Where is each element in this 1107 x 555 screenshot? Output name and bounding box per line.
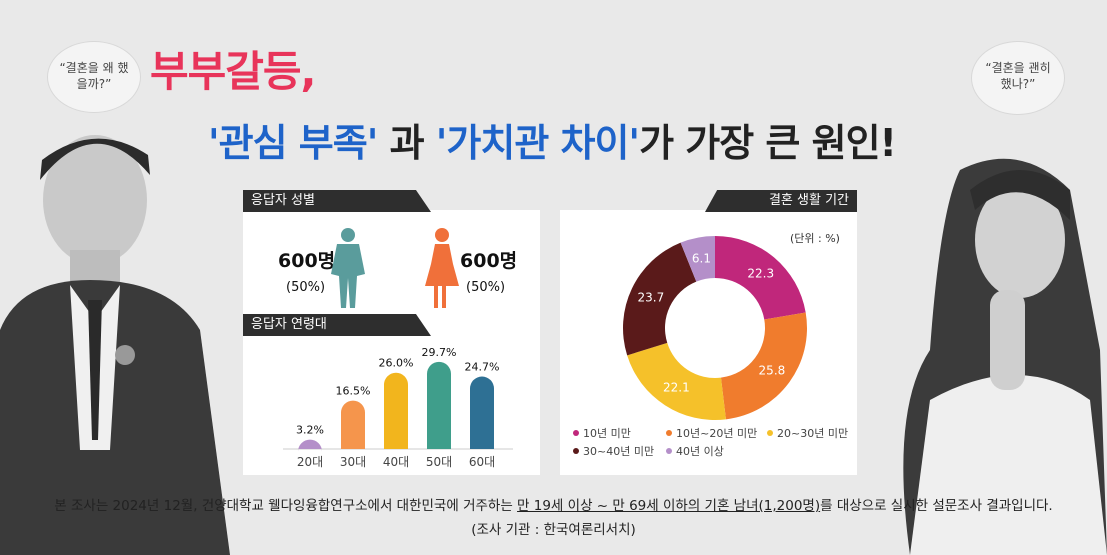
- duration-header-label: 결혼 생활 기간: [768, 193, 849, 208]
- donut-slice-label: 22.3: [747, 267, 774, 281]
- female-count: 600명: [460, 250, 518, 272]
- donut-slice: [680, 236, 715, 282]
- female-percent: (50%): [466, 280, 506, 295]
- woman-illustration: [903, 158, 1107, 555]
- legend-swatch: [767, 430, 773, 436]
- age-category-label: 40대: [383, 455, 409, 469]
- duration-unit: (단위 : %): [790, 232, 840, 245]
- duration-donut-chart: 22.3 25.8 22.1 23.7 6.1 10년 미만 10년~20년 미만 20~30…: [573, 236, 848, 458]
- legend-swatch: [573, 448, 579, 454]
- gender-header-label: 응답자 성별: [251, 193, 315, 208]
- headline-keyword-2: '가치관 차이': [435, 121, 640, 165]
- age-bar: [470, 376, 494, 449]
- female-figure-icon: [425, 228, 459, 308]
- donut-slice-label: 22.1: [663, 381, 690, 395]
- male-percent: (50%): [286, 280, 326, 295]
- duration-header: 결혼 생활 기간: [705, 190, 857, 212]
- age-bar: [384, 372, 408, 449]
- legend-label: 30~40년 미만: [583, 445, 654, 458]
- age-header: 응답자 연령대: [243, 314, 431, 336]
- age-bar-chart: 3.2% 20대 16.5% 30대 26.0% 40대 29.7% 50대 24.7% 60대: [283, 346, 513, 469]
- age-bar: [427, 361, 451, 449]
- man-illustration: [0, 135, 230, 555]
- age-header-label: 응답자 연령대: [251, 317, 327, 332]
- left-speech-bubble: “결혼을 왜 했을까?”: [48, 42, 140, 112]
- legend-label: 40년 이상: [676, 445, 724, 458]
- age-category-label: 50대: [426, 455, 452, 469]
- legend-label: 10년 미만: [583, 427, 631, 440]
- age-bar-value-label: 29.7%: [422, 346, 457, 359]
- footer-underline: 만 19세 이상 ~ 만 69세 이하의 기혼 남녀(1,200명): [517, 498, 821, 514]
- legend-label: 10년~20년 미만: [676, 427, 757, 440]
- male-count: 600명: [278, 250, 336, 272]
- footer-pre: 본 조사는 2024년 12월, 건양대학교 웰다잉융합연구소에서 대한민국에 …: [54, 498, 518, 514]
- footer-source: (조사 기관 : 한국여론리서치): [471, 522, 636, 538]
- right-speech-bubble: “결혼을 괜히 했나?”: [972, 42, 1064, 114]
- age-bar: [298, 439, 322, 452]
- donut-slice-label: 25.8: [759, 363, 786, 377]
- donut-slice: [715, 236, 806, 320]
- headline-line2: '관심 부족' 과 '가치관 차이'가 가장 큰 원인!: [208, 112, 897, 167]
- age-bar: [341, 400, 365, 449]
- donut-slice-label: 23.7: [637, 291, 664, 305]
- male-figure-icon: [331, 228, 365, 308]
- age-category-label: 60대: [469, 455, 495, 469]
- donut-slice-label: 6.1: [692, 251, 711, 265]
- gender-header: 응답자 성별: [243, 190, 431, 212]
- headline-line1: 부부갈등,: [150, 47, 317, 96]
- donut-slice: [627, 342, 726, 420]
- right-bubble-text: “결혼을 괜히 했나?”: [985, 61, 1051, 91]
- legend-swatch: [573, 430, 579, 436]
- age-bar-value-label: 26.0%: [379, 357, 414, 370]
- headline-connector: 과: [377, 121, 436, 165]
- legend-label: 20~30년 미만: [777, 427, 848, 440]
- donut-slice: [623, 242, 697, 356]
- age-bar-value-label: 3.2%: [296, 424, 324, 437]
- headline-keyword-1: '관심 부족': [208, 121, 378, 165]
- left-bubble-text: “결혼을 왜 했을까?”: [59, 61, 129, 91]
- age-bar-value-label: 24.7%: [465, 361, 500, 374]
- footer-note: 본 조사는 2024년 12월, 건양대학교 웰다잉융합연구소에서 대한민국에 …: [0, 494, 1107, 514]
- age-category-label: 20대: [297, 455, 323, 469]
- footer-post: 를 대상으로 실시한 설문조사 결과입니다.: [820, 498, 1053, 514]
- age-category-label: 30대: [340, 455, 366, 469]
- legend-swatch: [666, 430, 672, 436]
- age-bar-value-label: 16.5%: [336, 385, 371, 398]
- headline-tail: 가 가장 큰 원인!: [639, 121, 897, 165]
- legend-swatch: [666, 448, 672, 454]
- donut-slice: [720, 312, 807, 420]
